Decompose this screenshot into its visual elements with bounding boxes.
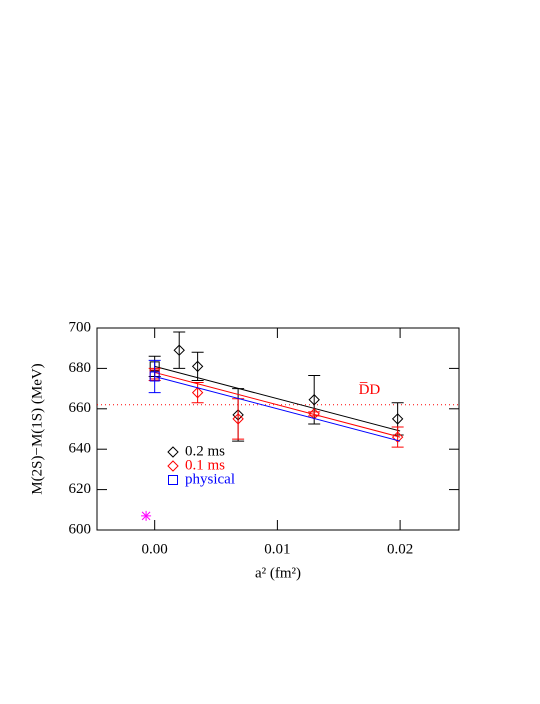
legend-label: 0.1 ms [185,457,225,473]
data-point [191,360,204,373]
data-point [308,394,320,406]
plot-frame [96,327,460,531]
data-point [191,386,204,399]
error-bar [308,374,321,425]
legend-marker [168,475,178,485]
data-point [232,413,244,425]
threshold-label: D̅D [359,382,381,398]
fit-line [154,365,401,432]
y-tick-label: 680 [69,360,92,376]
extra-point [141,510,152,521]
y-tick-label: 600 [69,521,92,537]
error-bar [148,359,161,394]
y-tick-label: 640 [69,441,92,457]
extrapolated-point [149,371,160,382]
data-point [391,431,404,443]
x-tick-label: 0.02 [387,541,413,557]
fit-line [154,375,401,442]
error-bar [173,331,186,369]
x-axis-label: a² (fm²) [255,565,301,581]
y-tick-label: 700 [69,319,92,335]
data-point [391,413,404,425]
error-bar [308,411,321,417]
data-point [173,344,185,356]
x-tick-label: 0.00 [142,541,168,557]
legend-marker [167,446,179,458]
x-tick-label: 0.01 [264,541,290,557]
legend-marker [167,460,179,472]
legend-label: physical [185,471,235,487]
y-tick-label: 620 [69,481,92,497]
error-bar [191,351,204,382]
y-axis-label: M(2S)−M(1S) (MeV) [29,363,45,494]
legend-label: 0.2 ms [185,443,225,459]
fit-line [154,371,401,438]
error-bar [391,426,404,448]
error-bar [191,382,204,404]
y-tick-label: 660 [69,400,92,416]
